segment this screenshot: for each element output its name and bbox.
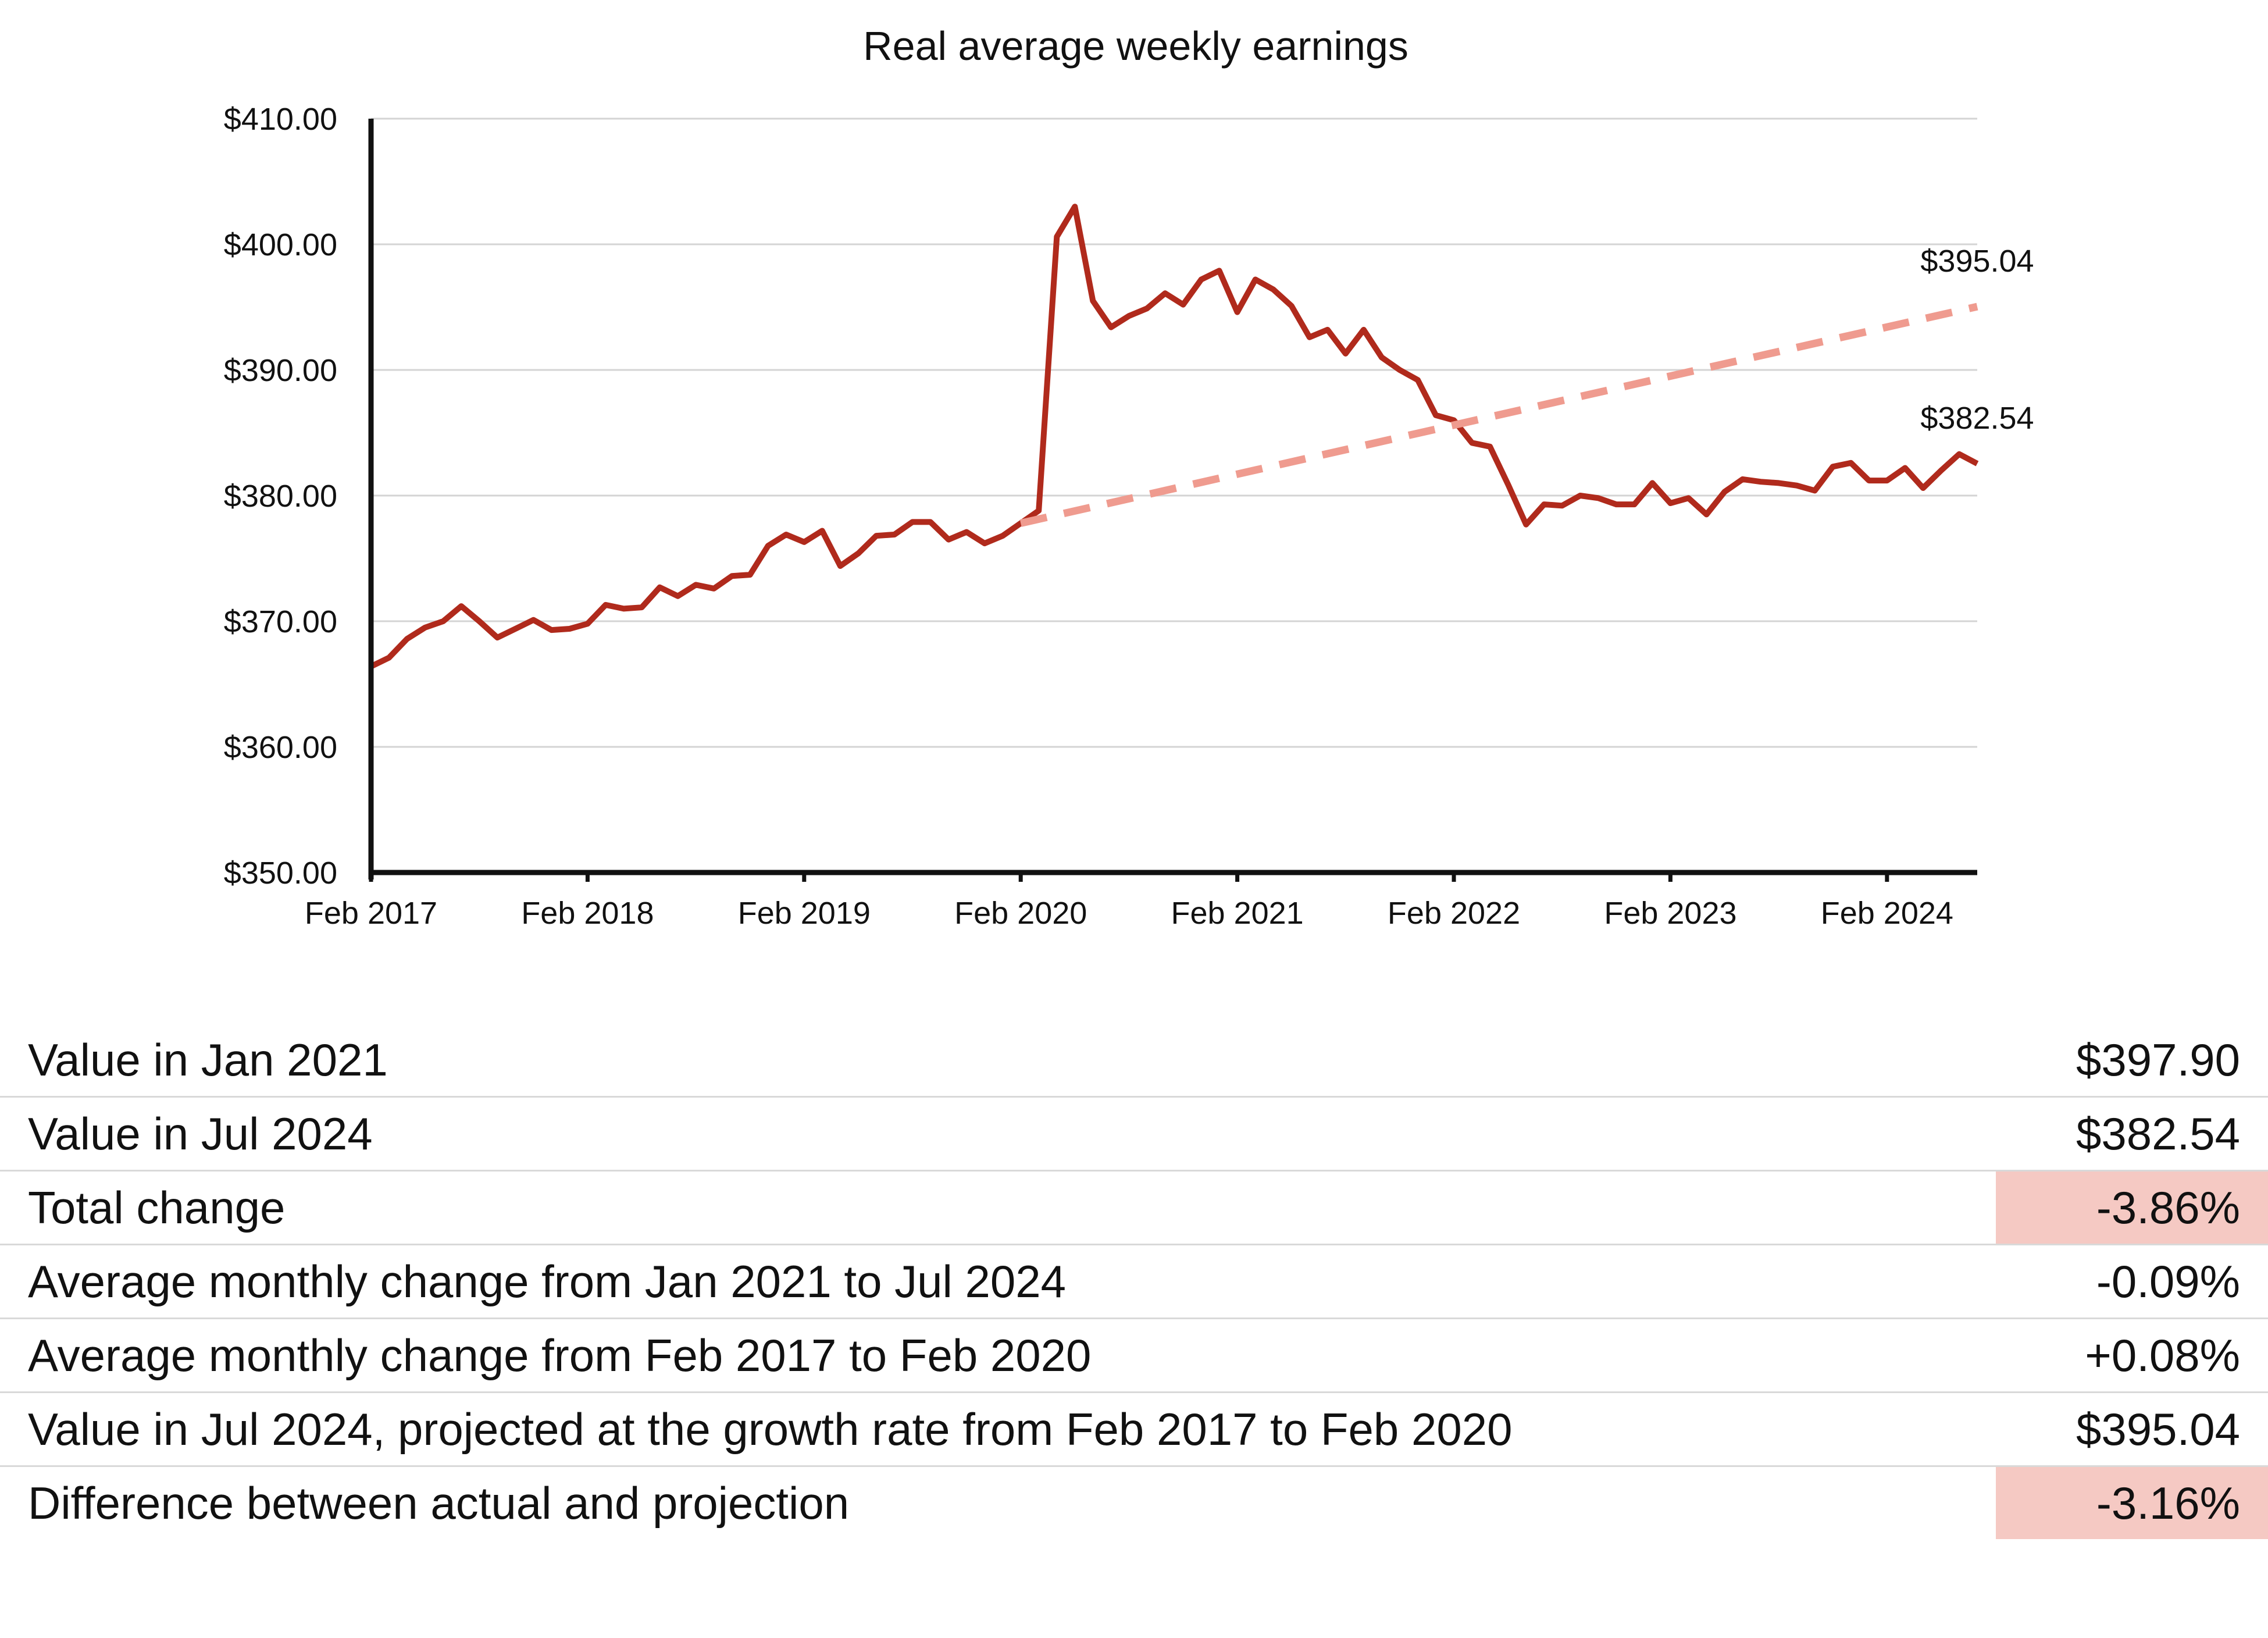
x-tick-label: Feb 2019 xyxy=(738,896,871,931)
stats-row: Average monthly change from Jan 2021 to … xyxy=(0,1244,2268,1319)
y-tick-label: $390.00 xyxy=(224,353,337,388)
stats-row: Difference between actual and projection… xyxy=(0,1466,2268,1539)
end-value-label: $382.54 xyxy=(1920,401,2034,436)
y-tick-label: $360.00 xyxy=(224,730,337,765)
stats-row: Value in Jul 2024 $382.54 xyxy=(0,1096,2268,1171)
x-tick-label: Feb 2021 xyxy=(1171,896,1304,931)
stats-label: Value in Jul 2024, projected at the grow… xyxy=(0,1392,1996,1467)
stats-value: $397.90 xyxy=(1996,1024,2268,1098)
stats-value: -3.86% xyxy=(1996,1170,2268,1245)
axes xyxy=(368,119,1977,879)
stats-value: $395.04 xyxy=(1996,1392,2268,1467)
x-tick-label: Feb 2020 xyxy=(954,896,1087,931)
stats-row: Value in Jan 2021 $397.90 xyxy=(0,1024,2268,1098)
x-tick-label: Feb 2017 xyxy=(305,896,437,931)
projection-line xyxy=(1019,302,1978,527)
x-tick-label: Feb 2022 xyxy=(1388,896,1520,931)
y-tick-label: $370.00 xyxy=(224,604,337,639)
x-tick-label: Feb 2024 xyxy=(1821,896,1953,931)
stats-value: -3.16% xyxy=(1996,1466,2268,1539)
y-tick-label: $400.00 xyxy=(224,227,337,262)
y-tick-label: $350.00 xyxy=(224,856,337,891)
y-axis-ticks: $350.00 $360.00 $370.00 $380.00 $390.00 $400.… xyxy=(224,102,337,891)
stats-value: +0.08% xyxy=(1996,1318,2268,1393)
stats-label: Total change xyxy=(0,1170,1996,1245)
stats-value: $382.54 xyxy=(1996,1096,2268,1171)
stats-table: Value in Jan 2021 $397.90 Value in Jul 202… xyxy=(0,1024,2268,1539)
chart-title: Real average weekly earnings xyxy=(863,23,1408,69)
annotations: $395.04 $382.54 xyxy=(1920,244,2034,436)
stats-label: Average monthly change from Feb 2017 to … xyxy=(0,1318,1996,1393)
series xyxy=(369,204,1979,670)
y-tick-label: $380.00 xyxy=(224,479,337,514)
stats-row: Average monthly change from Feb 2017 to … xyxy=(0,1318,2268,1393)
stats-value: -0.09% xyxy=(1996,1244,2268,1319)
stats-label: Difference between actual and projection xyxy=(28,1477,850,1529)
end-value-label: $395.04 xyxy=(1920,244,2034,279)
chart-area: Real average weekly earnings $350.00 $360… xyxy=(224,23,2034,931)
stats-label: Average monthly change from Jan 2021 to … xyxy=(0,1244,1996,1319)
earnings-line-chart: Real average weekly earnings $350.00 $360… xyxy=(224,23,2034,931)
gridlines xyxy=(371,117,1977,748)
stats-row: Total change -3.86% xyxy=(0,1170,2268,1245)
x-tick-label: Feb 2018 xyxy=(521,896,654,931)
x-tick-label: Feb 2023 xyxy=(1604,896,1736,931)
stats-row: Value in Jul 2024, projected at the grow… xyxy=(0,1392,2268,1467)
actual-earnings-line xyxy=(369,204,1979,670)
y-tick-label: $410.00 xyxy=(224,102,337,137)
stats-label: Value in Jan 2021 xyxy=(0,1024,1996,1098)
stats-label: Value in Jul 2024 xyxy=(0,1096,1996,1171)
x-axis-ticks: Feb 2017 Feb 2018 Feb 2019 Feb 2020 Feb 2021… xyxy=(305,873,1953,931)
